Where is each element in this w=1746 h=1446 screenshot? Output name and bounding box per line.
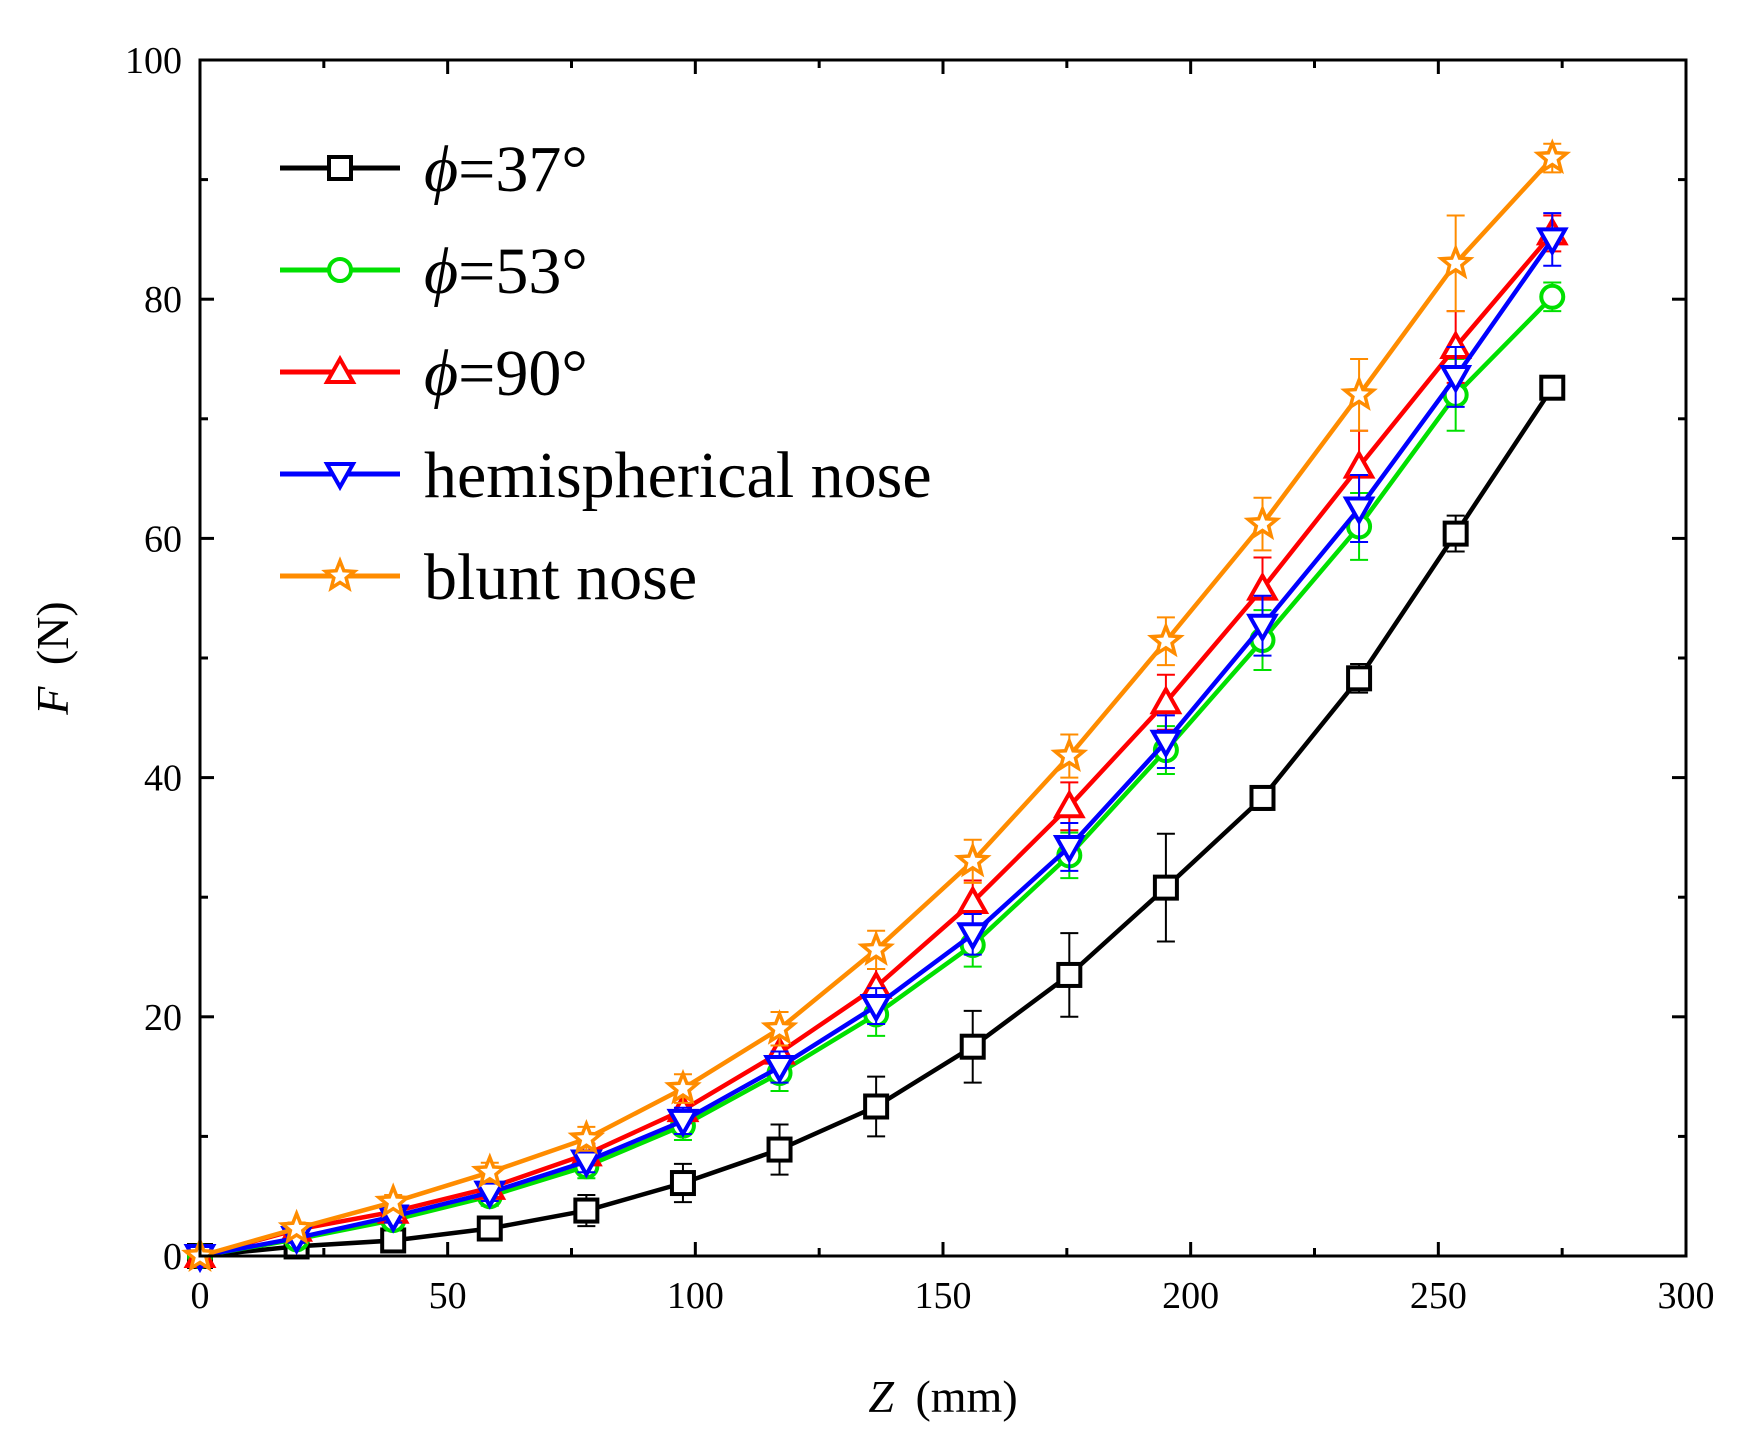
data-point <box>1147 621 1185 658</box>
legend-label: blunt nose <box>424 541 697 614</box>
legend-value: =90° <box>458 337 588 410</box>
data-point <box>857 930 895 966</box>
y-axis-title: F (N) <box>27 601 78 715</box>
x-tick-label: 200 <box>1162 1275 1219 1317</box>
x-tick-label: 150 <box>915 1275 972 1317</box>
data-point <box>1342 496 1376 526</box>
x-tick-label: 250 <box>1410 1275 1467 1317</box>
data-point <box>859 994 893 1024</box>
data-point <box>1152 874 1179 901</box>
y-tick-label: 40 <box>144 758 182 800</box>
data-point <box>1539 283 1566 310</box>
x-axis-unit: (mm) <box>915 1371 1017 1422</box>
data-point <box>669 1170 696 1197</box>
legend-marker <box>323 462 357 492</box>
data-point <box>664 1068 702 1105</box>
data-point <box>956 922 990 952</box>
data-point <box>1346 665 1373 692</box>
data-point <box>1539 374 1566 401</box>
legend-item: ϕ=37° <box>280 133 588 206</box>
legend-symbol: ϕ <box>424 133 458 206</box>
data-point <box>470 1152 509 1189</box>
legend-label: ϕ=53° <box>424 235 588 308</box>
data-point <box>277 1208 316 1245</box>
data-point <box>863 1093 890 1120</box>
data-point <box>476 1215 503 1242</box>
data-point <box>1533 138 1572 175</box>
x-tick-label: 50 <box>429 1275 467 1317</box>
data-point <box>567 1119 606 1155</box>
x-tick-label: 0 <box>191 1275 210 1317</box>
data-point <box>1246 613 1279 643</box>
data-point <box>1149 729 1183 759</box>
y-tick-label: 20 <box>144 997 182 1039</box>
legend-item: ϕ=90° <box>280 337 588 410</box>
legend-value: =53° <box>458 235 588 308</box>
x-axis-title: Z (mm) <box>868 1371 1017 1422</box>
data-point <box>1050 736 1089 773</box>
y-axis-unit: (N) <box>27 601 78 665</box>
y-tick-label: 60 <box>144 518 182 560</box>
data-point <box>956 884 990 914</box>
data-point <box>766 1136 793 1163</box>
data-point <box>1535 227 1569 257</box>
data-point <box>573 1197 600 1224</box>
data-point <box>1442 520 1469 547</box>
data-point <box>760 1009 799 1045</box>
data-point <box>1052 834 1086 865</box>
data-point <box>1243 504 1282 541</box>
ticks-layer: 0 50 100 150 200 250 300 0 20 40 60 80 100 <box>125 40 1715 1317</box>
legend-item: hemispherical nose <box>280 439 932 512</box>
series-5 <box>181 138 1572 1272</box>
data-point <box>1149 685 1183 715</box>
legend-item: ϕ=53° <box>280 235 588 308</box>
data-point <box>1249 784 1276 811</box>
legend-label: hemispherical nose <box>424 439 932 512</box>
y-tick-label: 0 <box>163 1236 182 1278</box>
data-point <box>374 1182 412 1219</box>
data-point <box>959 1033 986 1060</box>
legend-marker <box>327 155 353 181</box>
legend-symbol: ϕ <box>424 235 458 308</box>
y-tick-label: 100 <box>125 40 182 82</box>
data-point <box>1436 243 1475 280</box>
data-point <box>953 841 992 878</box>
x-tick-label: 300 <box>1658 1275 1715 1317</box>
legend-label: ϕ=37° <box>424 133 588 206</box>
x-axis-variable: Z <box>868 1371 894 1422</box>
data-point <box>1439 364 1473 395</box>
data-point <box>1056 961 1083 988</box>
data-point <box>763 1055 796 1085</box>
legend-label: ϕ=90° <box>424 337 588 410</box>
x-tick-label: 100 <box>667 1275 724 1317</box>
legend-symbol: ϕ <box>424 337 458 410</box>
data-point <box>666 1108 700 1138</box>
data-point <box>1340 375 1378 411</box>
legend-item: blunt nose <box>280 541 697 614</box>
data-point <box>1052 789 1086 819</box>
legend-value: =37° <box>458 133 588 206</box>
y-axis-variable: F <box>27 686 78 716</box>
y-tick-label: 80 <box>144 279 182 321</box>
legend-marker <box>323 354 357 384</box>
legend-marker <box>327 257 353 283</box>
series-layer <box>181 138 1572 1274</box>
legend-marker <box>321 556 359 592</box>
